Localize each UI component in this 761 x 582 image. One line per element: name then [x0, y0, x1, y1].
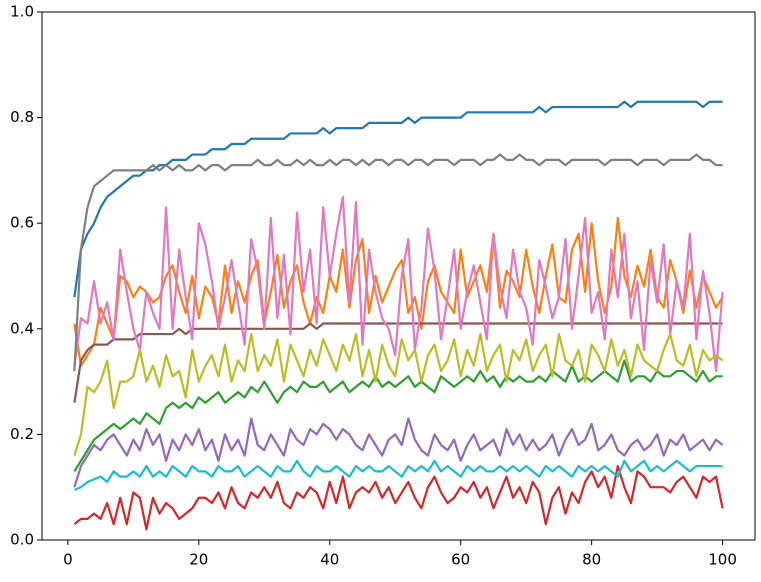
- x-tick-label: 80: [582, 551, 601, 569]
- x-tick-label: 40: [320, 551, 339, 569]
- series-line: [73, 332, 724, 456]
- x-tick-label: 100: [708, 551, 737, 569]
- series-line: [73, 153, 723, 372]
- series-line: [73, 464, 724, 531]
- series-line: [73, 459, 723, 491]
- y-tick-label: 0.4: [10, 319, 34, 337]
- y-tick-label: 0.2: [10, 425, 34, 443]
- series-line: [73, 216, 724, 367]
- y-tick-label: 1.0: [10, 3, 34, 21]
- y-tick-label: 0.8: [10, 108, 34, 126]
- series-line: [73, 195, 724, 373]
- plot-frame: [41, 11, 756, 541]
- y-tick-label: 0.6: [10, 214, 34, 232]
- y-tick-label: 0.0: [10, 531, 34, 549]
- x-tick-label: 0: [63, 551, 73, 569]
- series-line: [73, 359, 723, 472]
- x-tick-label: 20: [189, 551, 208, 569]
- series-line: [73, 417, 724, 488]
- x-tick-label: 60: [451, 551, 470, 569]
- series-line: [73, 100, 723, 298]
